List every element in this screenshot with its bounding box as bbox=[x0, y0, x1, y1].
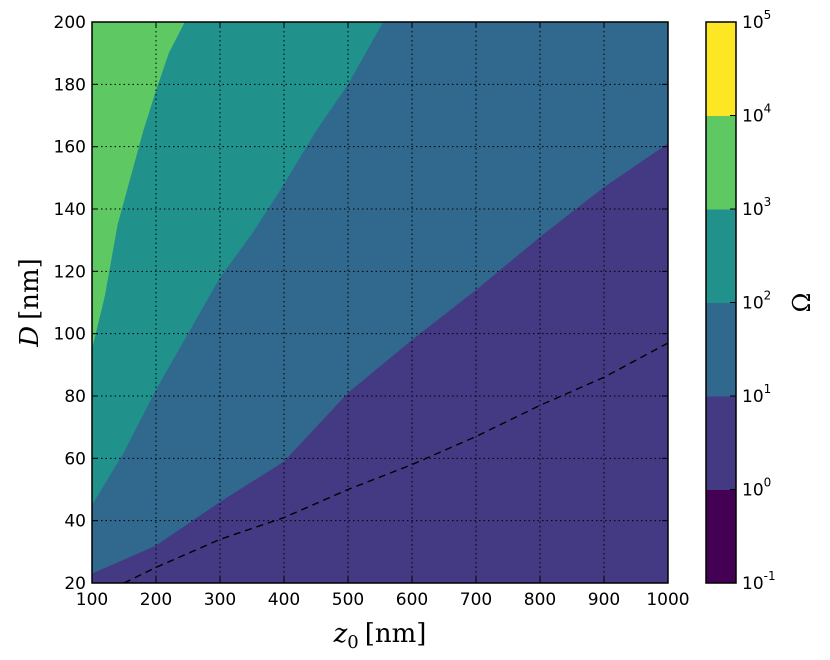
colorbar-tick-base-2: 10 bbox=[742, 387, 764, 407]
x-tick-label-600: 600 bbox=[396, 590, 428, 610]
colorbar-tick-exp-1: 0 bbox=[764, 476, 772, 490]
tick-labels: 100 200 300 400 500 600 700 800 900 1000 20 40 60 80 1… bbox=[54, 13, 690, 610]
x-tick-label-400: 400 bbox=[268, 590, 300, 610]
y-tick-label-40: 40 bbox=[64, 512, 86, 532]
colorbar-segment-3 bbox=[706, 209, 736, 303]
colorbar-tick-base-5: 10 bbox=[742, 107, 764, 127]
colorbar-tick-exp-0: -1 bbox=[764, 569, 776, 583]
x-axis-subscript: 0 bbox=[347, 632, 358, 653]
y-tick-label-20: 20 bbox=[64, 574, 86, 594]
colorbar-tick-label-5: 104 bbox=[742, 102, 771, 127]
colorbar-tick-label-3: 102 bbox=[742, 289, 771, 314]
colorbar-segment-0 bbox=[706, 489, 736, 584]
plot-frame bbox=[91, 21, 669, 584]
colorbar-tick-label-0: 10-1 bbox=[742, 569, 776, 594]
y-tick-label-200: 200 bbox=[54, 13, 86, 33]
colorbar-title: Ω bbox=[788, 293, 816, 313]
colorbar-tick-exp-4: 3 bbox=[764, 195, 772, 209]
x-tick-label-900: 900 bbox=[588, 590, 620, 610]
x-tick-label-1000: 1000 bbox=[646, 590, 689, 610]
region-level-3 bbox=[92, 22, 185, 350]
colorbar-tick-label-1: 100 bbox=[742, 476, 771, 501]
colorbar-tick-label-6: 105 bbox=[742, 8, 771, 33]
contour-regions bbox=[92, 22, 668, 583]
colorbar-tick-base-0: 10 bbox=[742, 574, 764, 594]
x-axis-label: z0 [nm] bbox=[333, 619, 427, 653]
colorbar-segment-4 bbox=[706, 115, 736, 210]
x-tick-label-300: 300 bbox=[204, 590, 236, 610]
x-axis-symbol: z bbox=[333, 619, 348, 649]
y-tick-label-60: 60 bbox=[64, 449, 86, 469]
colorbar-tick-base-1: 10 bbox=[742, 481, 764, 501]
colorbar-tick-label-4: 103 bbox=[742, 195, 771, 220]
x-tick-label-500: 500 bbox=[332, 590, 364, 610]
colorbar-tick-exp-5: 4 bbox=[764, 102, 772, 116]
colorbar-tick-exp-2: 1 bbox=[764, 382, 772, 396]
x-tick-label-800: 800 bbox=[524, 590, 556, 610]
x-tick-label-700: 700 bbox=[460, 590, 492, 610]
colorbar-segment-5 bbox=[706, 22, 736, 116]
colorbar-tick-base-3: 10 bbox=[742, 294, 764, 314]
colorbar-tick-label-2: 101 bbox=[742, 382, 771, 407]
colorbar-segment-2 bbox=[706, 302, 736, 397]
grid-lines bbox=[92, 22, 668, 583]
y-tick-label-140: 140 bbox=[54, 200, 86, 220]
colorbar-tick-exp-3: 2 bbox=[764, 289, 772, 303]
y-axis-unit: [nm] bbox=[15, 258, 45, 320]
y-tick-label-180: 180 bbox=[54, 75, 86, 95]
y-tick-label-160: 160 bbox=[54, 138, 86, 158]
colorbar-segment-1 bbox=[706, 396, 736, 490]
y-axis-symbol: D bbox=[15, 326, 45, 348]
y-tick-label-80: 80 bbox=[64, 387, 86, 407]
colorbar-tick-base-4: 10 bbox=[742, 200, 764, 220]
y-axis-label: D [nm] bbox=[15, 258, 45, 348]
y-tick-label-100: 100 bbox=[54, 325, 86, 345]
x-axis-unit: [nm] bbox=[365, 619, 427, 649]
colorbar-tick-exp-6: 5 bbox=[764, 8, 772, 22]
x-tick-label-200: 200 bbox=[140, 590, 172, 610]
region-level-2 bbox=[92, 22, 384, 506]
colorbar-tick-base-6: 10 bbox=[742, 13, 764, 33]
dashed-line bbox=[123, 342, 669, 584]
axis-ticks bbox=[91, 21, 669, 584]
y-tick-label-120: 120 bbox=[54, 262, 86, 282]
x-tick-label-100: 100 bbox=[76, 590, 108, 610]
